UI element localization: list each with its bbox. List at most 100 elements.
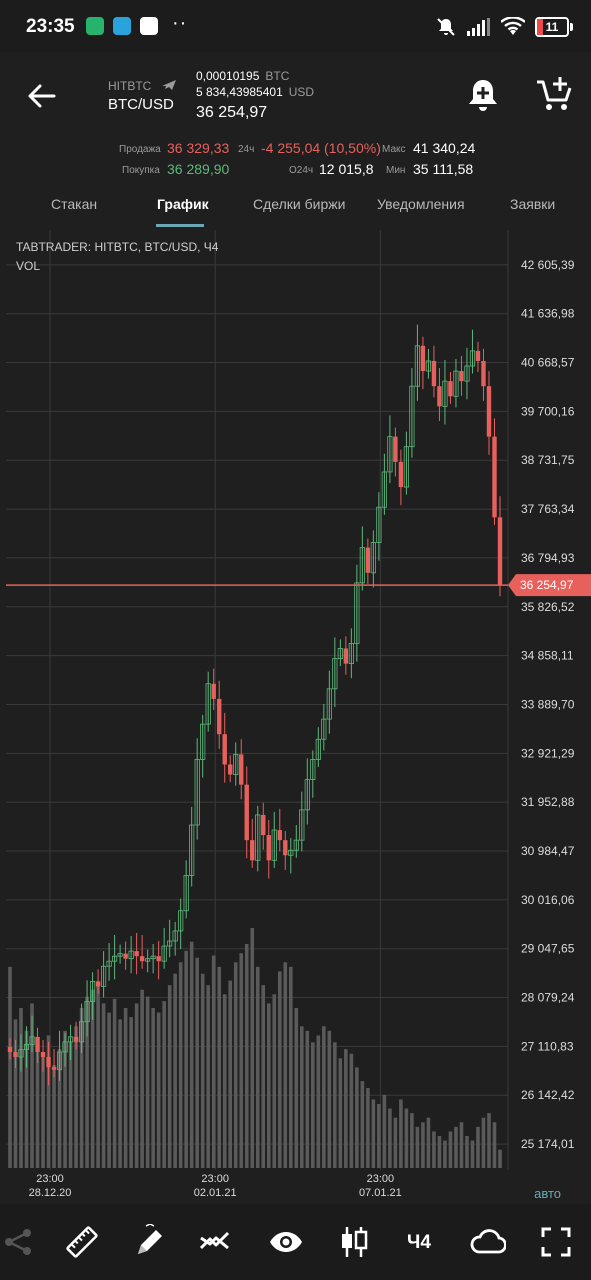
candle-body bbox=[271, 829, 277, 861]
ticker-stats: Продажа 36 329,33 Покупка 36 289,90 24ч … bbox=[0, 137, 591, 179]
volume-bar bbox=[24, 1030, 29, 1168]
candle-body bbox=[156, 956, 161, 962]
candles-icon[interactable] bbox=[336, 1224, 372, 1260]
volume-bar bbox=[206, 985, 211, 1168]
volume-bar bbox=[261, 985, 266, 1168]
candle-body bbox=[106, 960, 112, 967]
status-time: 23:35 bbox=[26, 16, 75, 37]
change-label: 24ч bbox=[238, 144, 255, 155]
fullscreen-icon[interactable] bbox=[538, 1224, 574, 1260]
volume-bar bbox=[404, 1108, 409, 1168]
pencil-icon[interactable] bbox=[132, 1223, 168, 1260]
eye-icon[interactable] bbox=[268, 1224, 304, 1260]
volume-label: О24ч bbox=[289, 165, 314, 176]
wifi-icon bbox=[501, 17, 525, 35]
price-axis-label: 30 984,47 bbox=[521, 844, 575, 858]
section-tabs: Стакан График Сделки биржи Уведомления З… bbox=[0, 186, 591, 228]
tab-orders[interactable]: Заявки bbox=[510, 196, 556, 212]
battery-icon: 11 bbox=[535, 17, 573, 37]
cloud-icon[interactable] bbox=[470, 1224, 507, 1260]
ruler-icon[interactable] bbox=[64, 1224, 100, 1260]
volume-bar bbox=[333, 1042, 337, 1168]
tab-order-book[interactable]: Стакан bbox=[51, 196, 98, 212]
auto-scale-button[interactable]: авто bbox=[534, 1186, 561, 1201]
candle-body bbox=[437, 386, 442, 407]
indicators-icon[interactable] bbox=[198, 1224, 234, 1260]
candle-body bbox=[100, 965, 107, 987]
candle-body bbox=[481, 360, 486, 387]
volume-bar bbox=[200, 973, 205, 1168]
volume-bar bbox=[107, 1012, 111, 1168]
time-axis-label: 23:00 bbox=[201, 1173, 229, 1185]
volume-bar bbox=[294, 1008, 299, 1168]
candle-body bbox=[200, 723, 206, 760]
volume-bar bbox=[311, 1042, 315, 1168]
volume-bar bbox=[481, 1117, 486, 1168]
tab-trades[interactable]: Сделки биржи bbox=[253, 196, 346, 212]
volume-bar bbox=[46, 1035, 51, 1168]
volume-bar bbox=[30, 1003, 34, 1168]
volume-bar bbox=[355, 1067, 359, 1168]
telegram-icon bbox=[113, 17, 131, 35]
volume-bar bbox=[443, 1140, 447, 1168]
volume-bar bbox=[68, 1042, 73, 1168]
volume-bar bbox=[421, 1122, 425, 1168]
candle-body bbox=[469, 350, 476, 367]
volume-bar bbox=[8, 966, 12, 1168]
price-axis-label: 42 605,39 bbox=[521, 258, 575, 272]
candle-body bbox=[95, 981, 101, 987]
candle-body bbox=[84, 1001, 90, 1023]
share-icon[interactable] bbox=[0, 1224, 36, 1260]
active-tab-indicator bbox=[156, 224, 204, 227]
candle-body bbox=[365, 547, 371, 573]
volume-bar bbox=[74, 1026, 78, 1168]
volume-bar bbox=[415, 1126, 420, 1168]
candle-body bbox=[194, 759, 200, 826]
volume-bar bbox=[492, 1122, 497, 1168]
price-chart[interactable]: 42 605,39 41 636,98 40 668,57 39 700,16 38 7… bbox=[0, 230, 591, 1204]
balance-btc-unit: BTC bbox=[265, 69, 290, 83]
volume-bar bbox=[448, 1131, 453, 1168]
tab-notifications[interactable]: Уведомления bbox=[377, 196, 465, 212]
min-label: Мин bbox=[386, 165, 406, 176]
battery-level: 11 bbox=[545, 20, 559, 34]
price-axis-label: 27 110,83 bbox=[521, 1039, 574, 1053]
bell-plus-icon[interactable] bbox=[464, 76, 502, 114]
candle-body bbox=[370, 542, 376, 574]
volume-bar bbox=[178, 962, 183, 1168]
candle-body bbox=[381, 471, 387, 508]
price-axis-label: 36 794,93 bbox=[521, 551, 575, 565]
arrow-left-icon[interactable] bbox=[26, 80, 58, 112]
candle-body bbox=[117, 953, 123, 957]
sell-label: Продажа bbox=[119, 144, 161, 155]
volume-bar bbox=[41, 1053, 45, 1168]
candle-body bbox=[315, 738, 321, 760]
tab-chart[interactable]: График bbox=[157, 196, 209, 212]
volume-bar bbox=[52, 1065, 56, 1168]
candle-body bbox=[167, 940, 173, 947]
volume-bar bbox=[79, 1008, 84, 1168]
volume-bar bbox=[228, 980, 233, 1168]
chart-canvas[interactable]: 42 605,39 41 636,98 40 668,57 39 700,16 38 7… bbox=[0, 230, 591, 1204]
volume-bar bbox=[366, 1088, 370, 1168]
volume-bar bbox=[244, 944, 249, 1168]
candle-body bbox=[343, 648, 349, 664]
candle-body bbox=[139, 956, 145, 962]
volume-bar bbox=[217, 966, 222, 1168]
volume-bar bbox=[299, 1026, 304, 1168]
timeframe-button[interactable]: Ч4 bbox=[407, 1232, 431, 1253]
volume-bar bbox=[167, 985, 172, 1168]
current-price-label: 36 254,97 bbox=[520, 578, 574, 592]
cart-plus-icon[interactable] bbox=[534, 74, 574, 114]
price-axis-label: 30 016,06 bbox=[521, 893, 575, 907]
volume-bar bbox=[288, 966, 293, 1168]
more-notifications-icon: ·· bbox=[172, 12, 188, 34]
candle-body bbox=[13, 1051, 18, 1058]
candle-body bbox=[299, 809, 305, 841]
volume-bar bbox=[239, 953, 244, 1168]
price-axis-label: 25 174,01 bbox=[521, 1137, 575, 1151]
candle-body bbox=[277, 830, 282, 841]
candle-body bbox=[239, 754, 244, 785]
volume-bar bbox=[222, 994, 227, 1168]
candle-body bbox=[261, 814, 266, 836]
